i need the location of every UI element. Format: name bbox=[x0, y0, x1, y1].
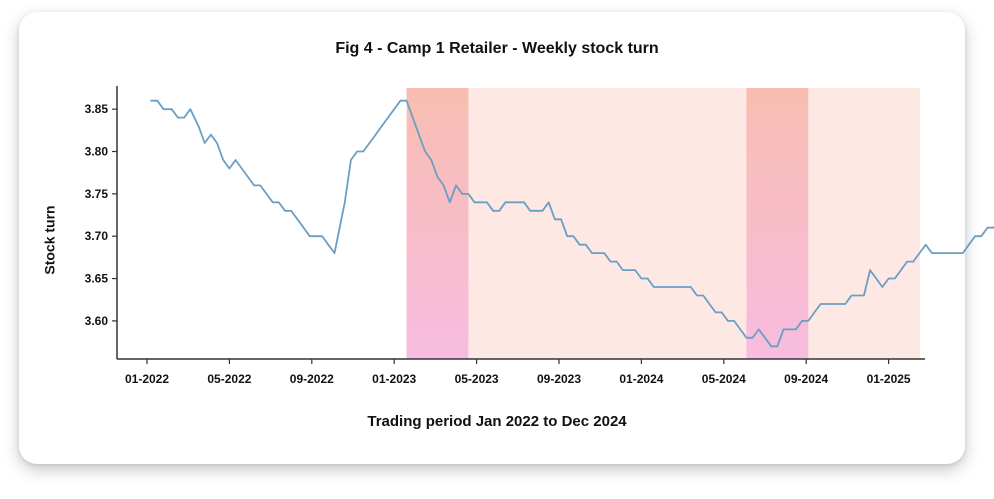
y-tick-label: 3.80 bbox=[85, 145, 109, 159]
x-tick-label: 01-2022 bbox=[125, 372, 169, 386]
y-tick-label: 3.60 bbox=[85, 314, 109, 328]
x-tick-label: 01-2024 bbox=[619, 372, 663, 386]
y-tick-label: 3.65 bbox=[85, 272, 109, 286]
highlight-band-2 bbox=[746, 88, 809, 359]
x-tick-label: 09-2023 bbox=[537, 372, 581, 386]
x-tick-label: 05-2024 bbox=[702, 372, 746, 386]
x-axis-label: Trading period Jan 2022 to Dec 2024 bbox=[367, 413, 627, 430]
series-line-1 bbox=[150, 99, 994, 348]
y-tick-label: 3.70 bbox=[85, 229, 109, 243]
y-tick-label: 3.85 bbox=[85, 102, 109, 116]
x-tick-label: 09-2024 bbox=[784, 372, 828, 386]
x-tick-label: 05-2022 bbox=[207, 372, 251, 386]
y-tick-label: 3.75 bbox=[85, 187, 109, 201]
x-tick-label: 05-2023 bbox=[455, 372, 499, 386]
x-tick-label: 01-2023 bbox=[372, 372, 416, 386]
x-tick-label: 09-2022 bbox=[290, 372, 334, 386]
highlight-band-1 bbox=[406, 88, 469, 359]
x-tick-label: 01-2025 bbox=[867, 372, 911, 386]
background-band bbox=[406, 88, 920, 359]
chart-title: Fig 4 - Camp 1 Retailer - Weekly stock t… bbox=[335, 40, 659, 57]
